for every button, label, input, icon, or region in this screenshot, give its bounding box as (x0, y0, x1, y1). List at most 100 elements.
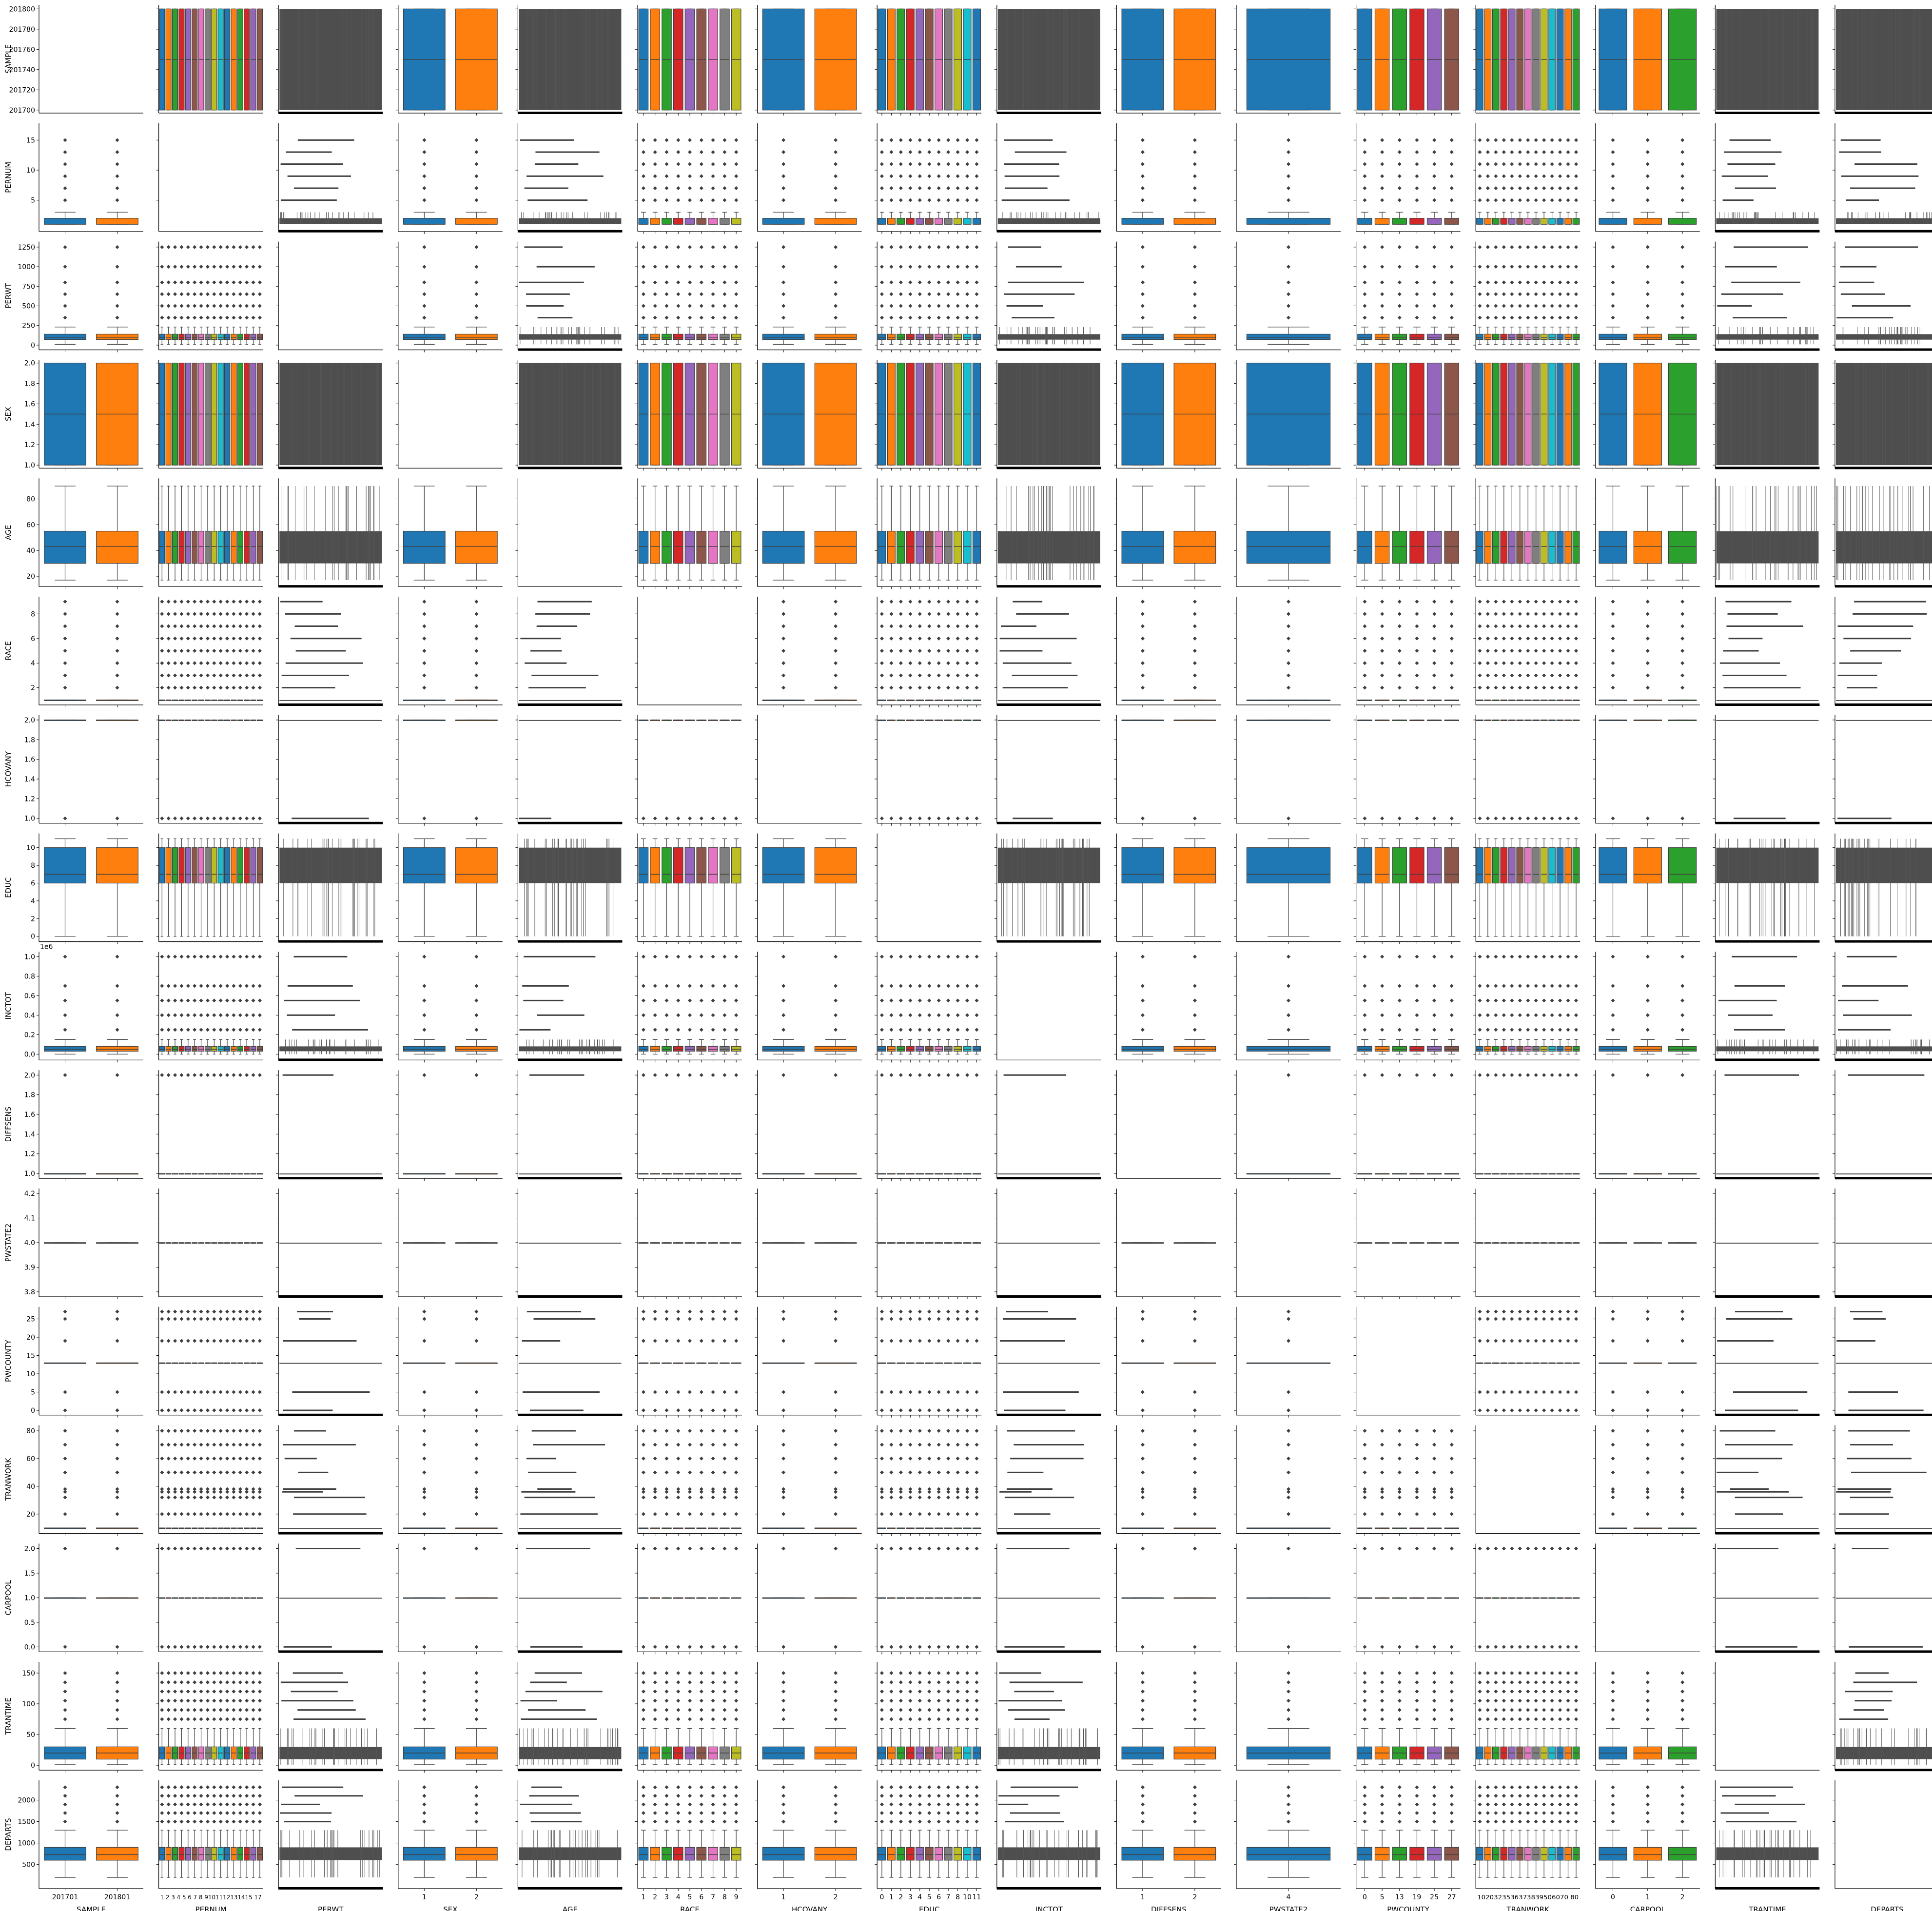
outlier-point (1485, 612, 1490, 616)
outlier-point (781, 174, 786, 178)
outlier-point (1380, 174, 1385, 178)
outlier-point (1494, 162, 1498, 166)
dense-box-mass (519, 363, 622, 466)
outlier-point (1485, 280, 1490, 285)
outlier-point (1415, 245, 1419, 249)
outlier-point (1611, 280, 1615, 285)
box (673, 333, 683, 340)
outlier-point (63, 685, 67, 690)
outlier-point (927, 174, 932, 178)
subplot-pernum-vs-pernum (156, 123, 263, 232)
outlier-point (1380, 304, 1385, 308)
x-tick-mass (996, 467, 1101, 469)
outlier-point (160, 673, 164, 678)
outlier-point (734, 150, 739, 154)
box (250, 333, 256, 340)
outlier-point (722, 245, 727, 249)
outlier-point (1542, 138, 1546, 142)
outlier-point (956, 685, 960, 690)
outlier-point (212, 315, 216, 320)
outlier-point (225, 292, 230, 296)
box (1500, 530, 1508, 564)
outlier-point (641, 292, 645, 296)
outlier-point (688, 186, 692, 190)
outlier-point (879, 245, 884, 249)
outlier-point (199, 636, 203, 641)
dense-box-mass (519, 9, 622, 110)
outlier-point (879, 315, 884, 320)
box (403, 218, 446, 225)
outlier-point (1494, 315, 1498, 320)
outlier-point (160, 685, 164, 690)
outlier-point (1478, 624, 1482, 628)
outlier-point (186, 304, 190, 308)
outlier-point (664, 245, 669, 249)
outlier-point (1140, 245, 1145, 249)
subplot-sample-vs-diffsens (1114, 5, 1221, 116)
outlier-point (1380, 624, 1385, 628)
outlier-point (1449, 304, 1454, 308)
outlier-point (173, 649, 177, 653)
outlier-point (965, 304, 970, 308)
outlier-point (927, 661, 932, 665)
outlier-point (1478, 304, 1482, 308)
outlier-point (1478, 186, 1482, 190)
outlier-point (975, 292, 979, 296)
outlier-point (1510, 174, 1514, 178)
outlier-point (1566, 150, 1570, 154)
subplot-age-vs-sample: 20 40 60 80 (26, 478, 143, 589)
outlier-point (1566, 245, 1570, 249)
outlier-point (1449, 174, 1454, 178)
box (1426, 333, 1442, 340)
outlier-point (927, 150, 932, 154)
outlier-point (1380, 138, 1385, 142)
subplot-perwt-vs-trantime (1713, 241, 1820, 351)
outlier-point (1566, 265, 1570, 269)
outlier-point (225, 673, 230, 678)
outlier-point (1287, 624, 1290, 628)
outlier-point (1478, 685, 1482, 690)
outlier-point (664, 186, 669, 190)
box (1540, 333, 1548, 340)
outlier-point (722, 315, 727, 320)
outlier-point (937, 304, 941, 308)
outlier-point (1415, 162, 1419, 166)
outlier-point (1415, 265, 1419, 269)
subplot-perwt-vs-perwt (276, 241, 383, 351)
box (944, 530, 953, 564)
outlier-point (225, 280, 230, 285)
outlier-point (63, 138, 67, 142)
outlier-point (898, 661, 903, 665)
outlier-point (1397, 649, 1402, 653)
box (662, 530, 672, 564)
outlier-point (781, 685, 786, 690)
outlier-point (232, 661, 236, 665)
outlier-point (474, 624, 479, 628)
outlier-point (1550, 245, 1554, 249)
outlier-point (1287, 292, 1290, 296)
outlier-point (889, 186, 894, 190)
box (1173, 218, 1216, 225)
x-tick-mass (1835, 112, 1932, 114)
box (696, 218, 707, 225)
outlier-point (1363, 624, 1367, 628)
outlier-point (653, 245, 657, 249)
outlier-point (1140, 292, 1145, 296)
outlier-point (898, 162, 903, 166)
outlier-point (257, 685, 262, 690)
outlier-point (927, 315, 932, 320)
subplot-race-vs-perwt (276, 597, 383, 706)
outlier-point (257, 661, 262, 665)
outlier-point (218, 661, 223, 665)
box (906, 333, 915, 340)
x-tick-mass (518, 230, 623, 233)
outlier-point (1415, 612, 1419, 616)
box (1492, 218, 1500, 225)
outlier-point (193, 245, 197, 249)
outlier-point (956, 280, 960, 285)
outlier-point (63, 649, 67, 653)
outlier-point (179, 600, 184, 604)
outlier-point (193, 600, 197, 604)
outlier-point (956, 624, 960, 628)
y-tick-label: 20 (26, 573, 35, 581)
